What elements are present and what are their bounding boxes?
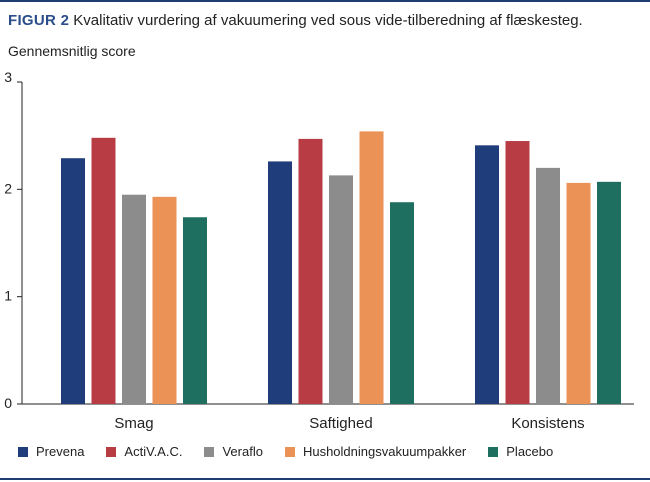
legend-swatch xyxy=(106,446,117,457)
y-tick-label: 2 xyxy=(4,180,12,196)
x-tick-label: Konsistens xyxy=(511,415,584,432)
bar xyxy=(475,145,499,404)
bar xyxy=(122,194,146,404)
y-axis-label: Gennemsnitlig score xyxy=(8,43,136,59)
bar xyxy=(329,175,353,404)
legend-label: Husholdningsvakuumpakker xyxy=(302,444,467,459)
legend-label: Veraflo xyxy=(222,444,263,459)
legend: Prevena ActiV.A.C. Veraflo Husholdningsvaku… xyxy=(18,444,553,459)
figure-title-text: Kvalitativ vurdering af vakuumering ved … xyxy=(73,12,583,29)
figure-title: FIGUR 2 Kvalitativ vurdering af vakuumeri… xyxy=(8,12,583,29)
legend-label: Prevena xyxy=(36,444,85,459)
legend-label: ActiV.A.C. xyxy=(124,444,183,459)
legend-label: Placebo xyxy=(506,444,554,459)
legend-swatch xyxy=(488,446,499,457)
legend-swatch xyxy=(204,446,215,457)
x-tick-label: Smag xyxy=(114,415,153,432)
legend-swatch xyxy=(284,446,295,457)
bar xyxy=(183,217,207,404)
bar xyxy=(359,131,384,404)
bar xyxy=(61,158,85,404)
bar xyxy=(268,161,292,404)
bar xyxy=(152,196,177,404)
bar xyxy=(298,138,323,405)
bar xyxy=(91,137,116,404)
bar xyxy=(390,202,414,404)
y-tick-label: 1 xyxy=(4,288,12,304)
x-tick-label: Saftighed xyxy=(309,415,372,432)
legend-item: Husholdningsvakuumpakker xyxy=(284,444,467,459)
bar xyxy=(536,167,560,404)
top-rule xyxy=(0,0,650,2)
y-tick-label: 0 xyxy=(4,395,12,411)
y-tick-label: 3 xyxy=(4,69,12,85)
legend-swatch xyxy=(18,446,28,457)
bar xyxy=(566,182,591,404)
figure-label: FIGUR 2 xyxy=(8,12,70,29)
legend-item: Placebo xyxy=(488,444,553,459)
bar-chart: 0 1 2 3 Smag Saftighed Konsistens xyxy=(4,69,634,432)
legend-item: Veraflo xyxy=(204,444,263,459)
bar xyxy=(505,141,530,405)
legend-item: Prevena xyxy=(18,444,84,459)
bottom-rule xyxy=(0,478,650,480)
legend-item: ActiV.A.C. xyxy=(106,444,182,459)
bar xyxy=(597,181,621,404)
